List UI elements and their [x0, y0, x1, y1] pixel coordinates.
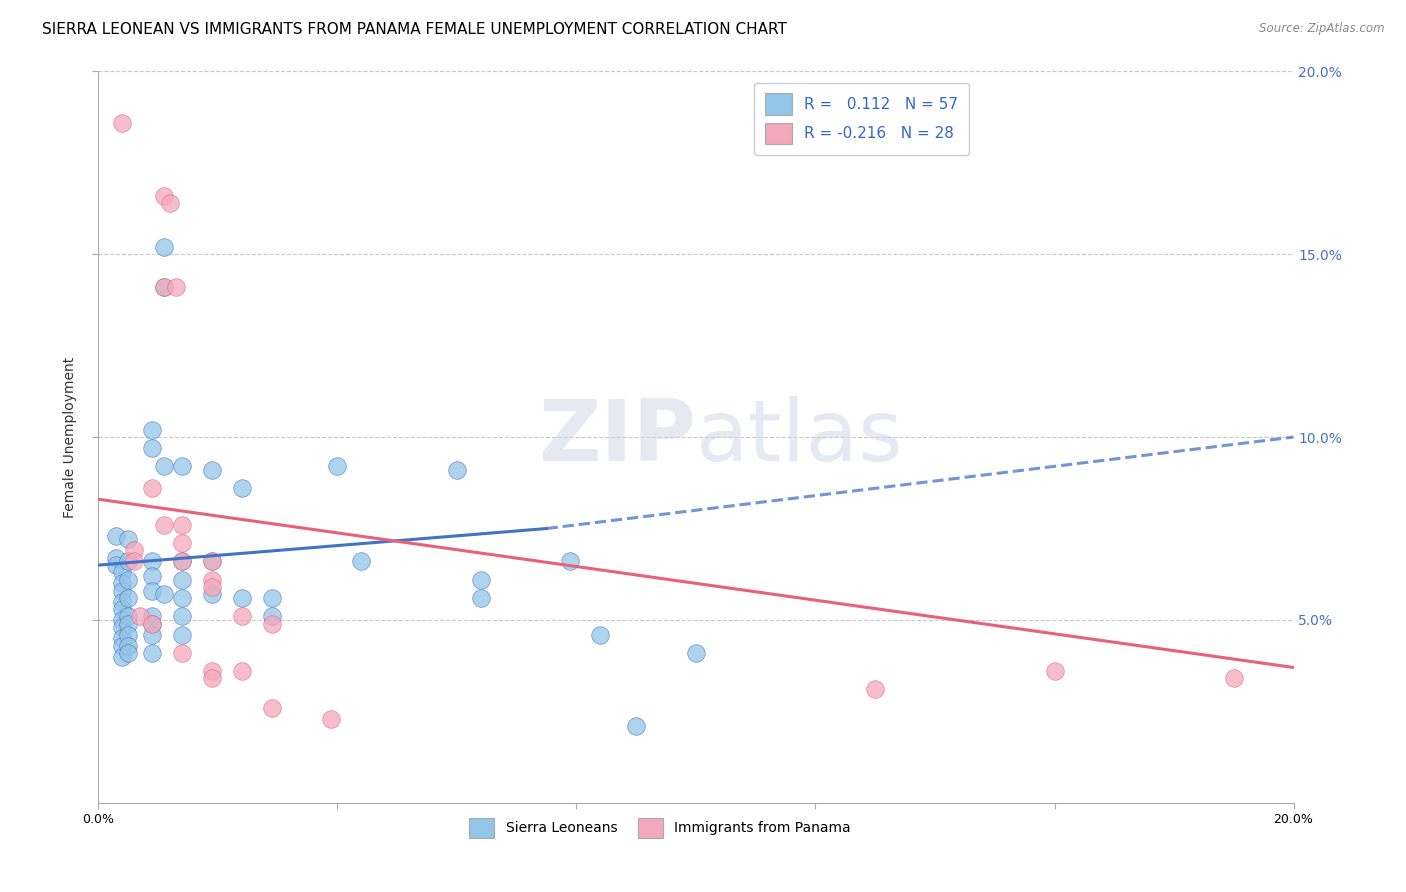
Point	[201, 554, 224, 568]
Point	[201, 463, 224, 477]
Point	[117, 533, 139, 547]
Point	[117, 646, 139, 660]
Point	[141, 583, 163, 598]
Point	[124, 543, 146, 558]
Point	[350, 554, 373, 568]
Point	[172, 459, 194, 474]
Point	[117, 627, 139, 641]
Point	[117, 591, 139, 605]
Point	[326, 459, 349, 474]
Point	[172, 609, 194, 624]
Text: atlas: atlas	[696, 395, 904, 479]
Point	[117, 609, 139, 624]
Point	[153, 280, 176, 294]
Text: Source: ZipAtlas.com: Source: ZipAtlas.com	[1260, 22, 1385, 36]
Point	[111, 649, 134, 664]
Point	[111, 613, 134, 627]
Point	[865, 682, 887, 697]
Point	[231, 591, 253, 605]
Point	[141, 481, 163, 495]
Point	[141, 441, 163, 455]
Point	[201, 587, 224, 601]
Point	[141, 554, 163, 568]
Point	[153, 280, 176, 294]
Point	[153, 517, 176, 532]
Point	[321, 712, 343, 726]
Point	[153, 188, 176, 202]
Point	[1043, 664, 1066, 678]
Point	[105, 550, 128, 565]
Text: ZIP: ZIP	[538, 395, 696, 479]
Point	[111, 602, 134, 616]
Point	[260, 700, 283, 714]
Point	[172, 646, 194, 660]
Point	[141, 627, 163, 641]
Point	[165, 280, 187, 294]
Point	[105, 558, 128, 573]
Point	[172, 554, 194, 568]
Point	[260, 616, 283, 631]
Point	[172, 591, 194, 605]
Point	[141, 616, 163, 631]
Point	[260, 591, 283, 605]
Point	[231, 664, 253, 678]
Point	[111, 576, 134, 591]
Legend: Sierra Leoneans, Immigrants from Panama: Sierra Leoneans, Immigrants from Panama	[464, 813, 856, 844]
Point	[231, 481, 253, 495]
Point	[589, 627, 612, 641]
Point	[172, 517, 194, 532]
Point	[172, 627, 194, 641]
Point	[117, 573, 139, 587]
Point	[260, 609, 283, 624]
Point	[685, 646, 707, 660]
Point	[626, 719, 648, 733]
Point	[470, 573, 492, 587]
Point	[141, 609, 163, 624]
Point	[153, 240, 176, 254]
Point	[141, 616, 163, 631]
Point	[111, 566, 134, 580]
Point	[201, 664, 224, 678]
Point	[153, 459, 176, 474]
Point	[111, 632, 134, 646]
Point	[172, 536, 194, 550]
Point	[201, 672, 224, 686]
Point	[141, 646, 163, 660]
Point	[111, 639, 134, 653]
Point	[111, 583, 134, 598]
Point	[124, 554, 146, 568]
Point	[1223, 672, 1246, 686]
Point	[470, 591, 492, 605]
Point	[201, 573, 224, 587]
Point	[141, 423, 163, 437]
Point	[129, 609, 152, 624]
Point	[560, 554, 582, 568]
Point	[231, 609, 253, 624]
Point	[172, 554, 194, 568]
Point	[111, 620, 134, 634]
Point	[159, 196, 181, 211]
Point	[111, 115, 134, 129]
Point	[117, 639, 139, 653]
Text: SIERRA LEONEAN VS IMMIGRANTS FROM PANAMA FEMALE UNEMPLOYMENT CORRELATION CHART: SIERRA LEONEAN VS IMMIGRANTS FROM PANAMA…	[42, 22, 787, 37]
Y-axis label: Female Unemployment: Female Unemployment	[63, 357, 77, 517]
Point	[153, 587, 176, 601]
Point	[172, 573, 194, 587]
Point	[201, 580, 224, 594]
Point	[105, 529, 128, 543]
Point	[111, 594, 134, 608]
Point	[117, 616, 139, 631]
Point	[201, 554, 224, 568]
Point	[117, 554, 139, 568]
Point	[141, 569, 163, 583]
Point	[446, 463, 468, 477]
